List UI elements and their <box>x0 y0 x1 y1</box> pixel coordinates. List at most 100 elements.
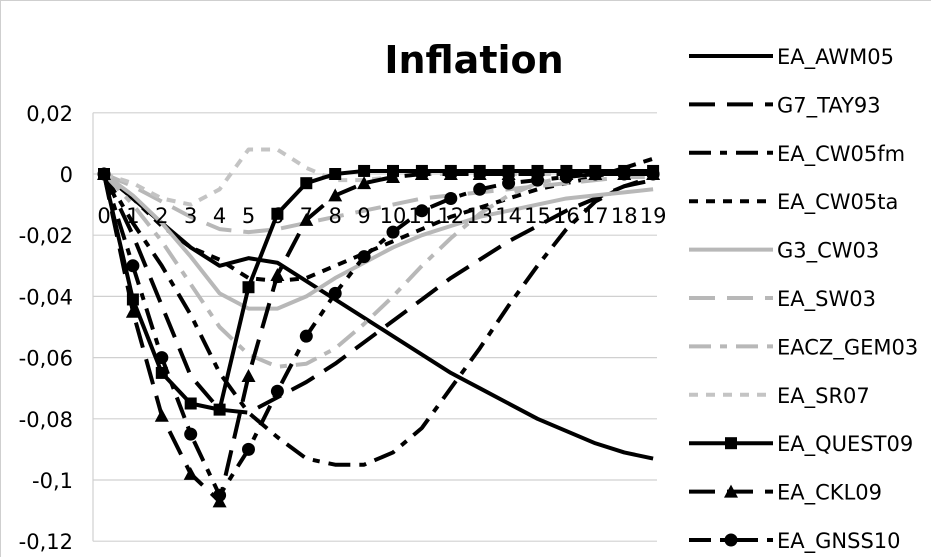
chart-title: Inflation <box>384 38 563 82</box>
x-tick-label: 16 <box>553 204 580 228</box>
legend-item: G3_CW03 <box>689 239 879 264</box>
data-point-circle <box>357 250 371 264</box>
data-point-triangle <box>125 304 140 318</box>
data-point-triangle <box>270 267 285 281</box>
data-point-square <box>242 281 255 294</box>
x-tick-label: 5 <box>242 204 255 228</box>
data-point-circle <box>386 225 400 239</box>
legend-item: EA_SW03 <box>689 287 876 312</box>
data-point-square <box>725 437 737 450</box>
legend-item: EA_CW05fm <box>689 142 905 167</box>
data-point-square <box>213 403 226 416</box>
data-point-circle <box>415 204 429 218</box>
x-tick-label: 9 <box>357 204 370 228</box>
legend-label: G3_CW03 <box>777 239 879 264</box>
data-point-circle <box>473 182 487 196</box>
data-point-square <box>126 293 139 306</box>
legend-item: EA_AWM05 <box>689 45 894 70</box>
data-point-circle <box>270 384 284 398</box>
x-tick-label: 1 <box>126 204 139 228</box>
x-axis-ticks: 0 1 2 3 4 5 6 7 8 9 10 11 12 13 14 15 16 17 18 19 <box>97 204 666 228</box>
legend-item: EA_SR07 <box>689 384 870 409</box>
data-point-circle <box>617 167 631 181</box>
x-tick-label: 10 <box>380 204 407 228</box>
data-point-circle <box>155 351 169 365</box>
y-axis-ticks: 0,02 0 -0,02 -0,04 -0,06 -0,08 -0,1 -0,12 <box>19 102 73 554</box>
x-tick-label: 4 <box>213 204 226 228</box>
series-line <box>102 172 654 311</box>
data-point-circle <box>588 167 602 181</box>
legend-item: EACZ_GEM03 <box>689 335 918 360</box>
data-point-triangle <box>386 170 400 184</box>
series-line <box>102 172 654 498</box>
legend-item: EA_QUEST09 <box>689 432 913 457</box>
x-tick-label: 18 <box>611 204 638 228</box>
y-tick-label: -0,04 <box>19 285 73 309</box>
x-tick-label: 2 <box>155 204 168 228</box>
data-point-circle <box>328 286 342 300</box>
data-point-triangle <box>241 368 256 382</box>
data-point-circle <box>97 167 111 181</box>
series-line <box>103 172 654 235</box>
data-point-triangle <box>443 167 458 180</box>
data-point-circle <box>184 427 198 441</box>
series-line <box>102 173 654 415</box>
legend-label: EA_CKL09 <box>777 481 882 506</box>
data-point-circle <box>531 173 544 187</box>
legend-label: EACZ_GEM03 <box>777 335 918 360</box>
y-tick-label: -0,1 <box>32 469 73 493</box>
data-point-circle <box>646 167 660 181</box>
data-point-triangle <box>472 167 487 180</box>
data-point-triangle <box>724 484 738 498</box>
series-ea-sw03 <box>103 172 654 235</box>
x-tick-label: 3 <box>184 204 197 228</box>
data-point-square <box>184 397 197 410</box>
series-ea-gnss10 <box>97 167 660 502</box>
legend-label: EA_CW05ta <box>777 190 898 215</box>
legend: EA_AWM05 G7_TAY93 EA_CW05fm EA_CW05ta G3_CW0… <box>689 45 918 554</box>
series-g7-tay93 <box>102 173 654 415</box>
legend-item: EA_CW05ta <box>689 190 898 215</box>
data-point-square <box>358 164 371 177</box>
legend-label: EA_SR07 <box>777 384 870 409</box>
x-tick-label: 11 <box>409 204 436 228</box>
legend-label: EA_GNSS10 <box>777 529 901 554</box>
y-tick-label: -0,02 <box>19 224 73 248</box>
x-tick-label: 12 <box>437 204 464 228</box>
series-lines <box>97 147 661 508</box>
data-point-triangle <box>328 188 343 202</box>
x-tick-label: 7 <box>300 204 313 228</box>
x-tick-label: 15 <box>524 204 551 228</box>
x-tick-label: 6 <box>271 204 284 228</box>
legend-label: EA_CW05fm <box>777 142 905 167</box>
data-point-triangle <box>183 466 198 480</box>
data-point-circle <box>444 191 458 205</box>
data-point-circle <box>724 533 738 547</box>
legend-item: EA_CKL09 <box>689 481 882 506</box>
data-point-circle <box>126 259 140 273</box>
data-point-triangle <box>357 176 372 190</box>
y-tick-label: -0,06 <box>19 347 73 371</box>
legend-label: EA_QUEST09 <box>777 432 913 457</box>
series-line <box>102 172 654 467</box>
data-point-circle <box>213 488 227 502</box>
series-g3-cw03 <box>102 172 654 311</box>
data-point-circle <box>299 329 313 343</box>
y-tick-label: -0,12 <box>19 530 73 554</box>
x-tick-label: 0 <box>97 204 110 228</box>
data-point-circle <box>559 170 573 184</box>
data-point-triangle <box>501 167 516 180</box>
y-tick-label: 0 <box>60 163 73 187</box>
data-point-circle <box>502 176 516 190</box>
legend-item: G7_TAY93 <box>689 93 881 118</box>
y-tick-label: 0,02 <box>26 102 73 126</box>
data-point-triangle <box>299 212 314 226</box>
legend-label: EA_AWM05 <box>777 45 894 70</box>
x-tick-label: 8 <box>329 204 342 228</box>
data-point-square <box>329 168 342 180</box>
grid <box>92 112 657 542</box>
data-point-triangle <box>154 408 169 422</box>
